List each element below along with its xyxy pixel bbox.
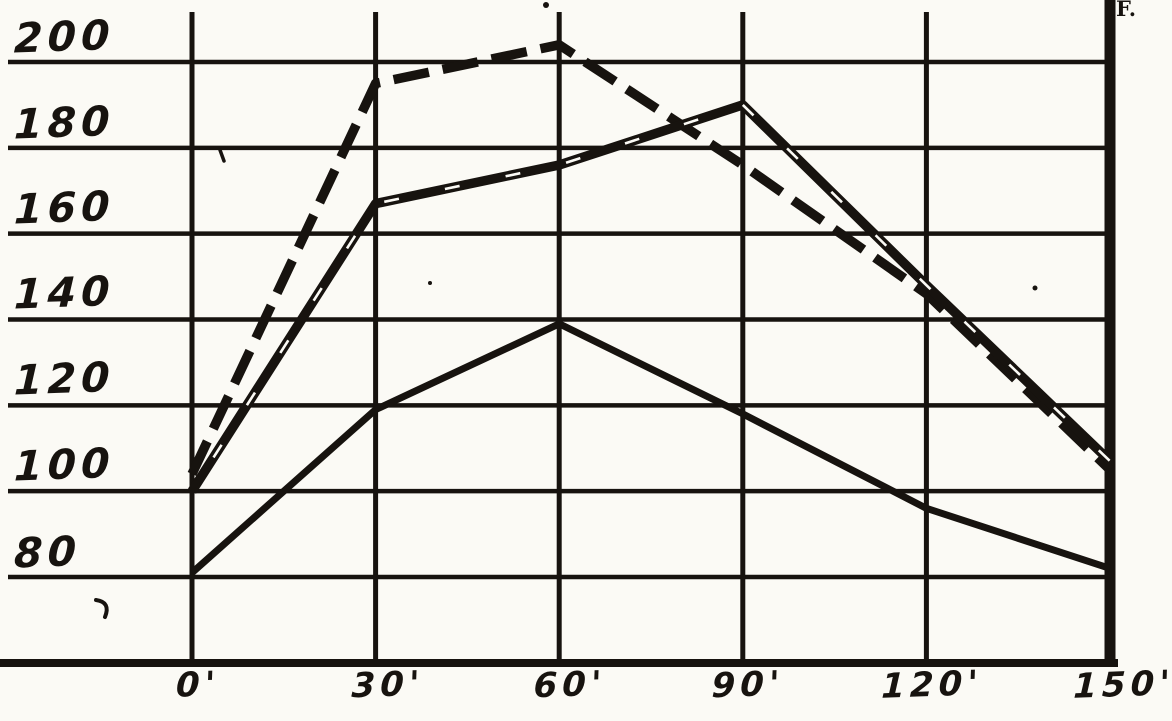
x-tick-label-0: 0' [175,664,221,706]
ink-stray-hook [94,598,109,619]
y-tick-label-140: 140 [13,266,116,319]
corner-annotation: F. [1116,0,1137,21]
y-tick-label-120: 120 [13,352,116,405]
ink-speck [218,148,226,163]
y-tick-label-80: 80 [13,527,82,578]
y-tick-label-180: 180 [13,96,116,149]
y-tick-label-100: 100 [13,438,116,491]
x-tick-label-60: 60' [532,663,608,707]
series-solid-line-with-white-dashes [187,100,1114,494]
ink-speck [543,2,549,8]
series-solid-line-with-white-dashes-highlight [190,103,1111,492]
ink-speck [428,281,432,285]
y-tick-label-200: 200 [13,10,116,63]
series-heavy-dashed-line [187,40,1114,477]
y-tick-label-160: 160 [13,181,116,234]
x-tick-label-120: 120' [880,663,984,707]
series-plain-solid-line [189,320,1112,576]
x-tick-label-90: 90' [710,663,786,707]
x-tick-label-30: 30' [350,663,426,707]
x-tick-label-150: 150' [1072,663,1172,707]
ink-speck [1032,285,1038,291]
